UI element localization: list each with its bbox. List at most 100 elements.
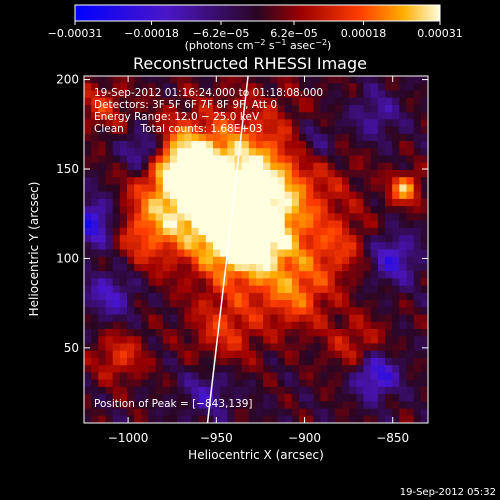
heatmap-cell bbox=[105, 394, 114, 402]
heatmap-cell bbox=[277, 372, 286, 381]
heatmap-cell bbox=[105, 415, 114, 423]
heatmap-cell bbox=[342, 76, 350, 84]
heatmap-cell bbox=[205, 141, 214, 149]
heatmap-cell bbox=[284, 401, 293, 409]
heatmap-cell bbox=[256, 256, 264, 265]
heatmap-cell bbox=[213, 90, 221, 99]
heatmap-cell bbox=[385, 285, 393, 294]
heatmap-cell bbox=[170, 321, 178, 330]
heatmap-cell bbox=[162, 386, 171, 395]
heatmap-cell bbox=[420, 242, 428, 250]
heatmap-cell bbox=[105, 213, 114, 221]
heatmap-cell bbox=[177, 278, 185, 287]
heatmap-cell bbox=[205, 357, 214, 366]
heatmap-cell bbox=[392, 350, 400, 359]
heatmap-cell bbox=[306, 83, 314, 91]
heatmap-cell bbox=[155, 350, 164, 359]
heatmap-cell bbox=[170, 213, 178, 221]
heatmap-cell bbox=[112, 329, 121, 337]
heatmap-cell bbox=[399, 386, 407, 395]
heatmap-cell bbox=[119, 271, 128, 279]
heatmap-cell bbox=[177, 271, 185, 279]
heatmap-cell bbox=[184, 292, 192, 301]
heatmap-cell bbox=[234, 162, 243, 171]
heatmap-cell bbox=[162, 408, 171, 417]
heatmap-cell bbox=[248, 343, 257, 352]
heatmap-cell bbox=[184, 357, 192, 366]
heatmap-cell bbox=[356, 263, 364, 272]
heatmap-cell bbox=[327, 198, 336, 207]
heatmap-cell bbox=[84, 263, 92, 272]
heatmap-cell bbox=[198, 177, 207, 185]
heatmap-cell bbox=[392, 292, 400, 301]
heatmap-cell bbox=[399, 97, 407, 106]
heatmap-cell bbox=[370, 119, 379, 128]
heatmap-cell bbox=[399, 220, 407, 229]
heatmap-cell bbox=[198, 206, 207, 214]
heatmap-cell bbox=[155, 329, 164, 337]
heatmap-cell bbox=[392, 415, 400, 423]
heatmap-cell bbox=[248, 415, 257, 423]
heatmap-cell bbox=[377, 292, 386, 301]
heatmap-cell bbox=[334, 292, 343, 301]
heatmap-cell bbox=[284, 278, 293, 287]
heatmap-cell bbox=[256, 227, 264, 236]
heatmap-cell bbox=[184, 285, 192, 294]
heatmap-cell bbox=[327, 235, 336, 243]
heatmap-cell bbox=[119, 148, 128, 156]
heatmap-cell bbox=[320, 162, 329, 171]
heatmap-cell bbox=[248, 76, 257, 84]
heatmap-cell bbox=[342, 126, 350, 135]
heatmap-cell bbox=[342, 213, 350, 221]
heatmap-cell bbox=[334, 112, 343, 120]
heatmap-cell bbox=[234, 394, 243, 402]
heatmap-cell bbox=[385, 350, 393, 359]
heatmap-cell bbox=[313, 126, 321, 135]
heatmap-cell bbox=[284, 141, 293, 149]
heatmap-cell bbox=[385, 271, 393, 279]
heatmap-cell bbox=[399, 235, 407, 243]
heatmap-cell bbox=[377, 343, 386, 352]
heatmap-cell bbox=[91, 148, 99, 156]
heatmap-cell bbox=[162, 394, 171, 402]
heatmap-cell bbox=[263, 148, 271, 156]
heatmap-cell bbox=[349, 206, 357, 214]
heatmap-cell bbox=[84, 148, 92, 156]
heatmap-cell bbox=[284, 329, 293, 337]
heatmap-cell bbox=[205, 321, 214, 330]
heatmap-cell bbox=[162, 119, 171, 128]
heatmap-cell bbox=[342, 104, 350, 113]
heatmap-cell bbox=[306, 292, 314, 301]
heatmap-cell bbox=[105, 321, 114, 330]
heatmap-cell bbox=[406, 155, 415, 164]
heatmap-cell bbox=[320, 104, 329, 113]
heatmap-cell bbox=[334, 401, 343, 409]
heatmap-cell bbox=[299, 119, 307, 128]
heatmap-cell bbox=[256, 206, 264, 214]
heatmap-cell bbox=[84, 357, 92, 366]
heatmap-cell bbox=[184, 148, 192, 156]
heatmap-cell bbox=[291, 401, 300, 409]
heatmap-cell bbox=[198, 372, 207, 381]
heatmap-cell bbox=[213, 83, 221, 91]
heatmap-cell bbox=[413, 162, 422, 171]
heatmap-cell bbox=[327, 220, 336, 229]
heatmap-cell bbox=[399, 314, 407, 323]
heatmap-cell bbox=[299, 76, 307, 84]
heatmap-cell bbox=[399, 112, 407, 120]
heatmap-cell bbox=[327, 213, 336, 221]
heatmap-cell bbox=[177, 365, 185, 373]
heatmap-cell bbox=[413, 133, 422, 142]
colorbar-unit-exp3: −2 bbox=[315, 38, 327, 47]
heatmap-cell bbox=[313, 162, 321, 171]
heatmap-cell bbox=[241, 321, 250, 330]
heatmap-cell bbox=[127, 141, 135, 149]
heatmap-cell bbox=[227, 235, 235, 243]
heatmap-cell bbox=[112, 220, 121, 229]
heatmap-cell bbox=[198, 343, 207, 352]
heatmap-cell bbox=[119, 357, 128, 366]
heatmap-cell bbox=[377, 394, 386, 402]
heatmap-cell bbox=[241, 198, 250, 207]
heatmap-cell bbox=[363, 357, 372, 366]
heatmap-cell bbox=[263, 162, 271, 171]
